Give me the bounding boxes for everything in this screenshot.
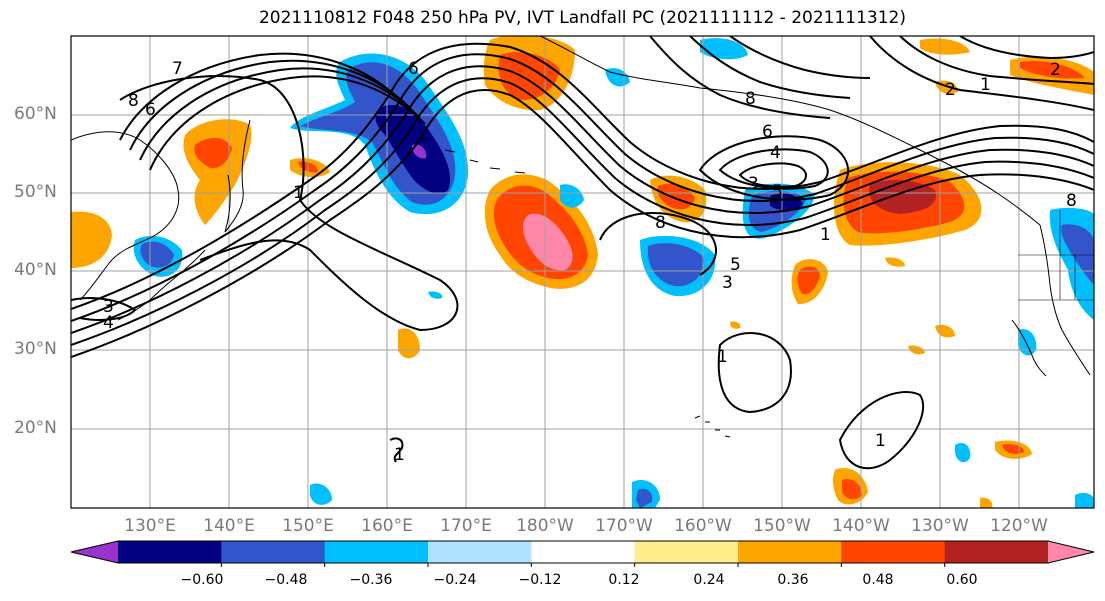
contour-label: 8 (745, 89, 756, 109)
colorbar-tick-label: 0.36 (777, 572, 809, 588)
longitude-label: 130°W (911, 516, 969, 536)
contour-label: 3 (103, 297, 114, 317)
contour-1-south (838, 391, 925, 470)
contour-label: 2 (1050, 60, 1061, 80)
longitude-label: 150°E (282, 516, 334, 536)
contour-label: 1 (394, 445, 405, 465)
colorbar-swatch (841, 541, 946, 563)
subtropical-contour (717, 332, 792, 414)
contour-label: 1 (980, 75, 991, 95)
colorbar-swatch (738, 541, 842, 563)
colorbar-tick-label: 0.60 (946, 572, 978, 588)
contour-label: 1 (293, 183, 304, 203)
map-title: 2021110812 F048 250 hPa PV, IVT Landfall… (258, 8, 906, 28)
colorbar-swatch (944, 541, 1049, 563)
latitude-label: 20°N (14, 418, 57, 438)
longitude-label: 170°W (595, 516, 653, 536)
colorbar-tick-label: −0.36 (349, 572, 393, 588)
longitude-label: 140°W (832, 516, 890, 536)
us-states-borders (1018, 210, 1094, 301)
colorbar-swatch (428, 541, 532, 563)
contour-1-loop (119, 75, 459, 332)
contour-label: 3 (722, 273, 733, 293)
colorbar-tick-label: −0.12 (518, 572, 562, 588)
asia-coastline (71, 131, 180, 301)
contour-label: 6 (145, 100, 156, 120)
aleutian-islands (419, 137, 526, 174)
colorbar-outline (70, 540, 1095, 564)
colorbar-extend-low (71, 541, 118, 563)
contour-label: 6 (408, 59, 419, 79)
colorbar-swatch (531, 541, 636, 563)
longitude-label: 170°E (440, 516, 492, 536)
contour-label: 3 (748, 174, 759, 194)
latitude-label: 50°N (14, 182, 57, 202)
colorbar-tick-label: 0.12 (608, 572, 640, 588)
colorbar-extend-high (1048, 541, 1094, 563)
latitude-label: 40°N (14, 260, 57, 280)
hawaii-islands (694, 415, 731, 438)
colorbar-swatch (118, 541, 222, 563)
contour-label: 4 (103, 313, 114, 333)
contour-label: 8 (655, 213, 666, 233)
contour-label: 2 (945, 80, 956, 100)
contour-label: 1 (717, 347, 728, 367)
ivt-contours (71, 36, 1094, 470)
colorbar-tick-label: −0.60 (180, 572, 224, 588)
alaska-coastline (539, 36, 1041, 226)
map-border (70, 35, 1095, 509)
longitude-label: 160°W (674, 516, 732, 536)
contour-label: 5 (730, 255, 741, 275)
longitude-label: 120°W (990, 516, 1048, 536)
longitude-label: 160°E (361, 516, 413, 536)
contour-label: 6 (762, 122, 773, 142)
longitude-label: 150°W (753, 516, 811, 536)
map-panel: 8 7 6 1 4 3 6 8 6 4 3 5 8 1 5 3 2 1 2 1 … (71, 36, 1094, 508)
kamchatka-coastline (224, 119, 251, 233)
colorbar-tick-label: 0.48 (862, 572, 894, 588)
latitude-label: 30°N (14, 339, 57, 359)
longitude-label: 130°E (124, 516, 176, 536)
colorbar-swatch (634, 541, 739, 563)
contour-label: 4 (770, 143, 781, 163)
contour-label: 8 (1066, 191, 1077, 211)
colorbar (70, 540, 1095, 567)
baja-coastline (1011, 319, 1047, 377)
colorbar-swatch (221, 541, 326, 563)
contour-label: 7 (172, 59, 183, 79)
contour-label: 8 (128, 91, 139, 111)
colorbar-swatch (324, 541, 429, 563)
colorbar-tick-label: −0.24 (433, 572, 477, 588)
contour-label: 5 (772, 182, 783, 202)
latitude-label: 60°N (14, 104, 57, 124)
contour-label: 1 (875, 431, 886, 451)
longitude-label: 140°E (203, 516, 255, 536)
colorbar-tick-label: 0.24 (693, 572, 725, 588)
longitude-label: 180°W (516, 516, 574, 536)
colorbar-tick-label: −0.48 (264, 572, 308, 588)
contour-label: 1 (820, 225, 831, 245)
contour-low-center (698, 135, 850, 201)
contour-labels: 8 7 6 1 4 3 6 8 6 4 3 5 8 1 5 3 2 1 2 1 … (103, 59, 1077, 465)
